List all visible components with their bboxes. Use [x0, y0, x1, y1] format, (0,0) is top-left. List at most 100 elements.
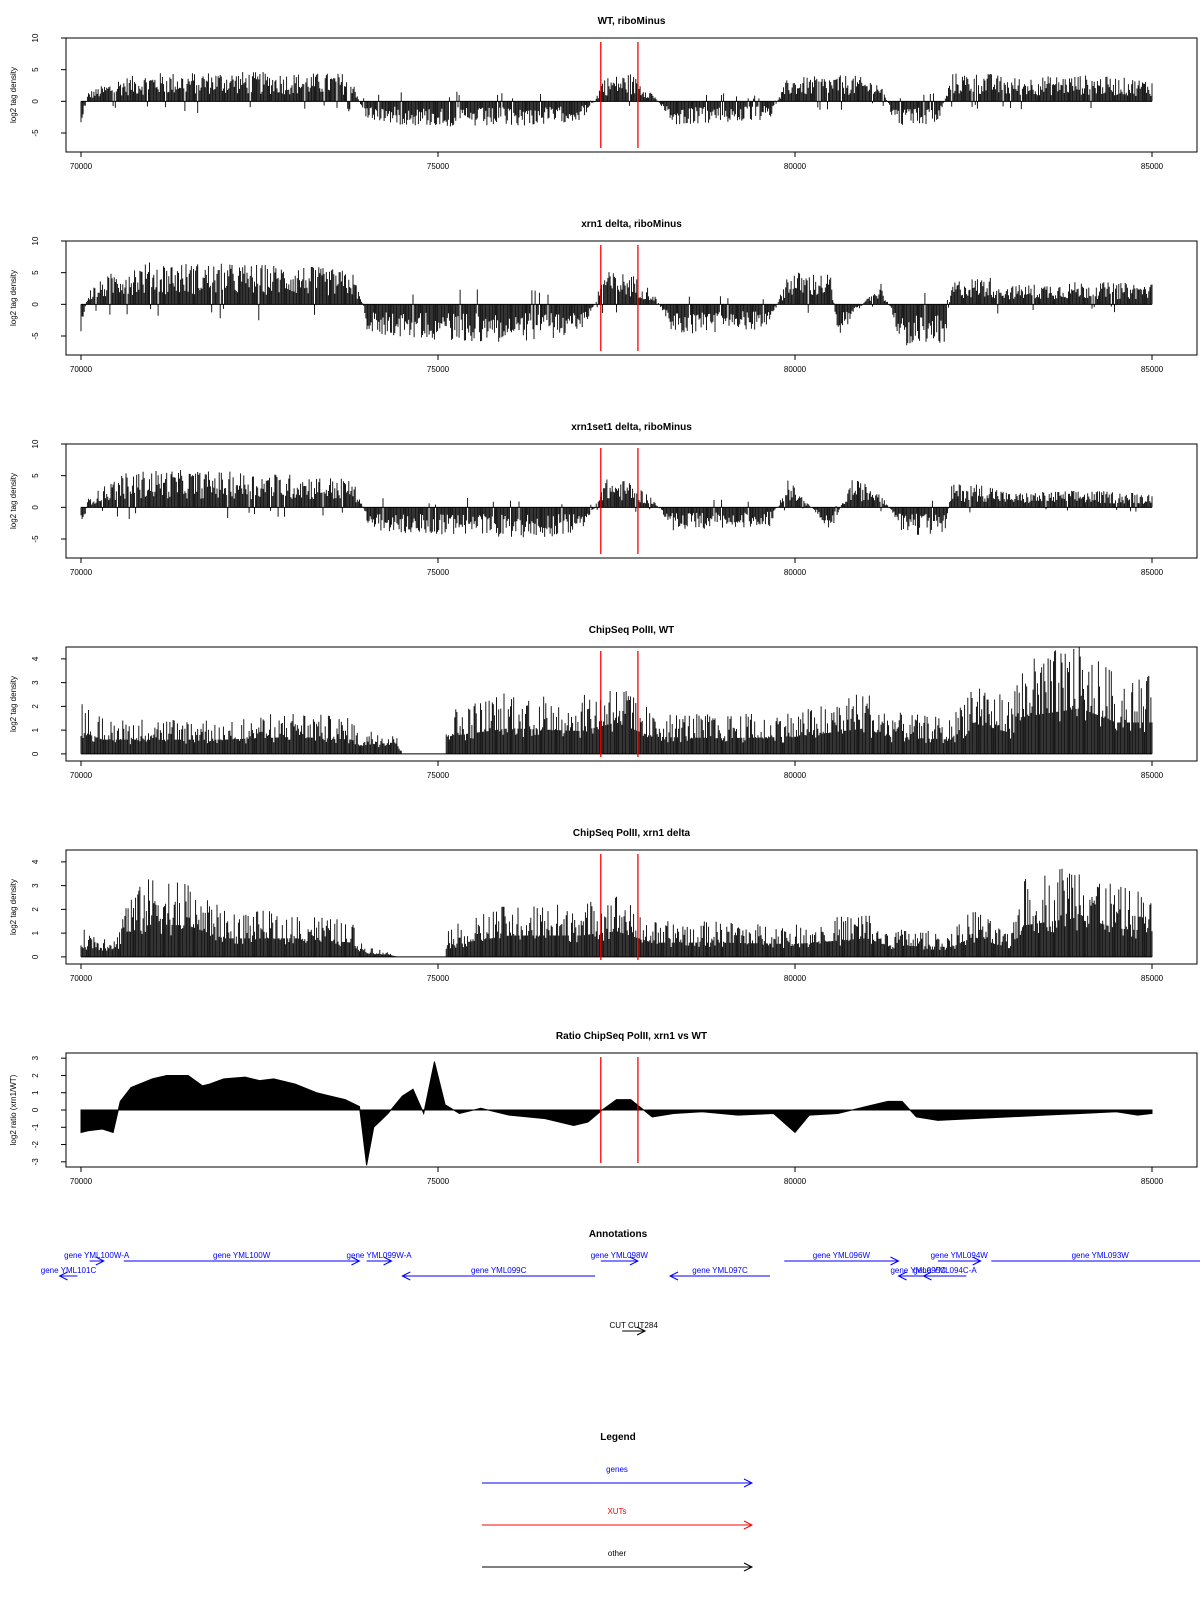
panel-title: Ratio ChipSeq PolII, xrn1 vs WT: [556, 1031, 707, 1042]
y-tick-label: 4: [31, 656, 40, 661]
x-tick-label: 75000: [427, 568, 450, 577]
density-bars: [80, 470, 1153, 538]
y-tick-label: 1: [31, 1090, 40, 1095]
y-tick-label: 10: [31, 439, 40, 448]
legend-label: XUTs: [607, 1507, 626, 1516]
x-tick-label: 85000: [1141, 365, 1164, 374]
y-axis-label: log2 tag density: [9, 473, 18, 529]
gene-label: gene YML101C: [41, 1266, 97, 1275]
y-tick-label: 0: [31, 1107, 40, 1112]
gene-arrow-arrowhead: [383, 1256, 393, 1266]
x-tick-label: 70000: [70, 974, 93, 983]
x-tick-label: 70000: [70, 162, 93, 171]
y-tick-label: -5: [31, 129, 40, 137]
gene-arrow-arrowhead: [972, 1256, 982, 1266]
y-tick-label: 2: [31, 704, 40, 709]
gene-arrow-arrowhead: [351, 1256, 361, 1266]
other-label: CUT CUT284: [609, 1321, 658, 1330]
x-tick-label: 75000: [427, 974, 450, 983]
density-bar-path: [80, 72, 1153, 127]
density-bars: [80, 262, 1153, 346]
gene-label: gene YML094C-A: [913, 1266, 977, 1275]
gene-label: gene YML097C: [692, 1266, 748, 1275]
density-bars: [80, 868, 1153, 957]
x-tick-label: 80000: [784, 365, 807, 374]
gene-label: gene YML094W: [931, 1251, 989, 1260]
panel-title: xrn1 delta, riboMinus: [581, 219, 682, 230]
y-tick-label: 10: [31, 236, 40, 245]
y-tick-label: 10: [31, 33, 40, 42]
plot-frame: [65, 37, 1198, 153]
gene-label: gene YML096W: [813, 1251, 871, 1260]
density-bar-path: [80, 868, 1153, 957]
x-tick-label: 85000: [1141, 974, 1164, 983]
x-tick-label: 85000: [1141, 771, 1164, 780]
legend-arrow-arrowhead: [743, 1478, 754, 1488]
x-tick-label: 75000: [427, 771, 450, 780]
panel-title: ChipSeq PolII, WT: [589, 625, 675, 636]
y-axis-label: log2 tag density: [9, 67, 18, 123]
x-tick-label: 80000: [784, 162, 807, 171]
gene-label: gene YML093W: [1072, 1251, 1130, 1260]
gene-label: gene YML098W: [591, 1251, 649, 1260]
density-bar-path: [80, 470, 1153, 538]
x-tick-label: 70000: [70, 771, 93, 780]
y-axis-label: log2 tag density: [9, 676, 18, 732]
gene-arrow-arrowhead: [401, 1271, 411, 1281]
y-tick-label: 0: [31, 505, 40, 510]
y-tick-label: 4: [31, 859, 40, 864]
panel-title: WT, riboMinus: [598, 16, 666, 27]
y-tick-label: -3: [31, 1158, 40, 1166]
gene-label: gene YML100W: [213, 1251, 271, 1260]
gene-label: gene YML099C: [471, 1266, 527, 1275]
x-tick-label: 80000: [784, 1177, 807, 1186]
panel-title: ChipSeq PolII, xrn1 delta: [573, 828, 691, 839]
x-tick-label: 70000: [70, 365, 93, 374]
plot-frame: [65, 646, 1198, 762]
y-tick-label: 3: [31, 680, 40, 685]
y-tick-label: 0: [31, 302, 40, 307]
legend-label: genes: [606, 1465, 628, 1474]
gene-arrow-arrowhead: [668, 1271, 679, 1281]
y-tick-label: 2: [31, 907, 40, 912]
other-arrow-arrowhead: [636, 1326, 647, 1336]
density-bar-path: [80, 647, 1153, 754]
plot-frame: [65, 443, 1198, 559]
y-axis-label: log2 tag density: [9, 879, 18, 935]
legend-arrow-arrowhead: [743, 1520, 754, 1530]
x-tick-label: 70000: [70, 1177, 93, 1186]
x-tick-label: 80000: [784, 771, 807, 780]
annotations-title: Annotations: [589, 1229, 648, 1240]
gene-arrow-arrowhead: [58, 1271, 68, 1281]
legend-arrow-arrowhead: [743, 1562, 754, 1572]
x-tick-label: 75000: [427, 162, 450, 171]
x-tick-label: 85000: [1141, 162, 1164, 171]
y-tick-label: -5: [31, 535, 40, 543]
x-tick-label: 80000: [784, 568, 807, 577]
gene-arrow-arrowhead: [922, 1271, 932, 1281]
gene-label: gene YML099W-A: [347, 1251, 413, 1260]
panel-title: xrn1set1 delta, riboMinus: [571, 422, 692, 433]
y-tick-label: -1: [31, 1123, 40, 1131]
y-tick-label: 2: [31, 1073, 40, 1078]
y-tick-label: 5: [31, 473, 40, 478]
x-tick-label: 75000: [427, 1177, 450, 1186]
gene-arrow-arrowhead: [890, 1256, 900, 1266]
density-bar-path: [80, 262, 1153, 346]
density-bars: [80, 647, 1153, 754]
y-tick-label: 5: [31, 67, 40, 72]
x-tick-label: 75000: [427, 365, 450, 374]
plot-frame: [65, 240, 1198, 356]
y-tick-label: -5: [31, 332, 40, 340]
plot-frame: [65, 849, 1198, 965]
x-tick-label: 85000: [1141, 1177, 1164, 1186]
y-tick-label: 0: [31, 751, 40, 756]
y-tick-label: 1: [31, 727, 40, 732]
y-axis-label: log2 ratio (xrn1/WT): [9, 1074, 18, 1145]
gene-arrow-arrowhead: [897, 1271, 907, 1281]
gene-arrow-arrowhead: [629, 1256, 640, 1266]
legend-title: Legend: [600, 1432, 636, 1443]
gene-arrow-arrowhead: [95, 1256, 105, 1266]
